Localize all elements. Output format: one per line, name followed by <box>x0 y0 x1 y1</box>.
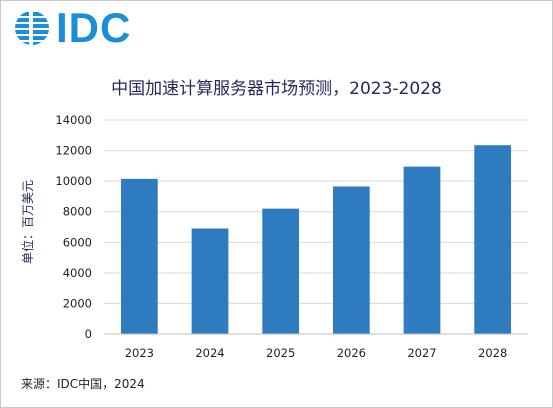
x-tick-label: 2023 <box>125 346 154 360</box>
y-tick-label: 10000 <box>55 174 92 188</box>
logo-text: IDC <box>56 4 132 51</box>
chart-title: 中国加速计算服务器市场预测，2023-2028 <box>111 79 442 99</box>
bar-2026 <box>332 186 370 334</box>
idc-logo: IDC <box>14 4 132 51</box>
y-tick-label: 0 <box>85 327 92 341</box>
bar-2027 <box>403 166 441 334</box>
x-tick-label: 2024 <box>195 346 224 360</box>
bar-2023 <box>120 178 158 334</box>
y-axis-label: 单位：百万美元 <box>20 180 35 264</box>
y-tick-label: 2000 <box>63 296 92 310</box>
bar-2028 <box>474 145 512 334</box>
bar-2025 <box>262 208 300 334</box>
x-tick-label: 2025 <box>266 346 295 360</box>
y-tick-label: 6000 <box>63 235 92 249</box>
y-tick-label: 4000 <box>63 266 92 280</box>
gridlines <box>104 119 528 304</box>
y-tick-label: 12000 <box>55 144 92 158</box>
y-tick-label: 8000 <box>63 205 92 219</box>
x-tick-label: 2027 <box>407 346 436 360</box>
bars <box>120 145 512 334</box>
y-tick-label: 14000 <box>55 113 92 127</box>
axes: 0 2000 4000 6000 8000 10000 12000 14000 2023 2024… <box>55 113 528 360</box>
x-tick-label: 2028 <box>478 346 507 360</box>
source-note: 来源：IDC中国，2024 <box>21 377 145 391</box>
bar-2024 <box>191 228 229 334</box>
globe-icon <box>15 11 49 45</box>
x-tick-label: 2026 <box>337 346 366 360</box>
